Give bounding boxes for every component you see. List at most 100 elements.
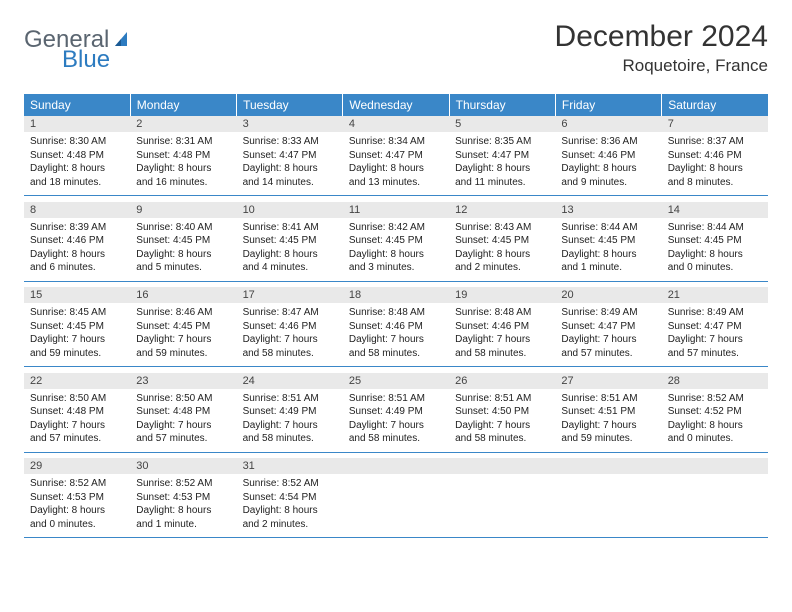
day-number: 9 [130, 202, 236, 218]
daylight-line1: Daylight: 8 hours [30, 162, 124, 176]
day-number: 23 [130, 373, 236, 389]
day-body: Sunrise: 8:43 AMSunset: 4:45 PMDaylight:… [449, 218, 555, 281]
day-number: 2 [130, 116, 236, 132]
sunrise: Sunrise: 8:42 AM [349, 221, 443, 235]
calendar-cell: 11Sunrise: 8:42 AMSunset: 4:45 PMDayligh… [343, 202, 449, 282]
calendar-cell: 14Sunrise: 8:44 AMSunset: 4:45 PMDayligh… [662, 202, 768, 282]
sunset: Sunset: 4:53 PM [30, 491, 124, 505]
day-number: 16 [130, 287, 236, 303]
sunrise: Sunrise: 8:31 AM [136, 135, 230, 149]
daylight-line1: Daylight: 8 hours [136, 504, 230, 518]
calendar-cell: 19Sunrise: 8:48 AMSunset: 4:46 PMDayligh… [449, 287, 555, 367]
day-body: Sunrise: 8:41 AMSunset: 4:45 PMDaylight:… [237, 218, 343, 281]
calendar-cell: 23Sunrise: 8:50 AMSunset: 4:48 PMDayligh… [130, 373, 236, 453]
day-number: 17 [237, 287, 343, 303]
day-number: 3 [237, 116, 343, 132]
day-body: Sunrise: 8:52 AMSunset: 4:53 PMDaylight:… [130, 474, 236, 537]
calendar-cell [555, 458, 661, 538]
day-number: 29 [24, 458, 130, 474]
day-number: 13 [555, 202, 661, 218]
sunrise: Sunrise: 8:52 AM [243, 477, 337, 491]
day-number: 22 [24, 373, 130, 389]
calendar-cell: 2Sunrise: 8:31 AMSunset: 4:48 PMDaylight… [130, 116, 236, 196]
daylight-line2: and 0 minutes. [668, 261, 762, 275]
calendar-cell: 30Sunrise: 8:52 AMSunset: 4:53 PMDayligh… [130, 458, 236, 538]
day-number: 4 [343, 116, 449, 132]
daylight-line2: and 2 minutes. [243, 518, 337, 532]
daylight-line1: Daylight: 8 hours [668, 162, 762, 176]
day-body: Sunrise: 8:39 AMSunset: 4:46 PMDaylight:… [24, 218, 130, 281]
sunrise: Sunrise: 8:34 AM [349, 135, 443, 149]
day-body: Sunrise: 8:34 AMSunset: 4:47 PMDaylight:… [343, 132, 449, 195]
sunset: Sunset: 4:49 PM [243, 405, 337, 419]
daylight-line1: Daylight: 7 hours [349, 333, 443, 347]
calendar-week-row: 1Sunrise: 8:30 AMSunset: 4:48 PMDaylight… [24, 116, 768, 196]
sunset: Sunset: 4:45 PM [30, 320, 124, 334]
calendar-cell: 17Sunrise: 8:47 AMSunset: 4:46 PMDayligh… [237, 287, 343, 367]
daylight-line1: Daylight: 8 hours [349, 248, 443, 262]
sunrise: Sunrise: 8:52 AM [30, 477, 124, 491]
calendar-cell: 18Sunrise: 8:48 AMSunset: 4:46 PMDayligh… [343, 287, 449, 367]
daylight-line1: Daylight: 7 hours [243, 419, 337, 433]
calendar-week-row: 15Sunrise: 8:45 AMSunset: 4:45 PMDayligh… [24, 287, 768, 367]
calendar-cell: 22Sunrise: 8:50 AMSunset: 4:48 PMDayligh… [24, 373, 130, 453]
daylight-line1: Daylight: 8 hours [30, 504, 124, 518]
daylight-line1: Daylight: 7 hours [243, 333, 337, 347]
sunset: Sunset: 4:45 PM [455, 234, 549, 248]
day-number: 6 [555, 116, 661, 132]
sunrise: Sunrise: 8:39 AM [30, 221, 124, 235]
calendar-week-row: 29Sunrise: 8:52 AMSunset: 4:53 PMDayligh… [24, 458, 768, 538]
title-block: December 2024 Roquetoire, France [555, 20, 768, 76]
sunrise: Sunrise: 8:49 AM [561, 306, 655, 320]
day-number: 5 [449, 116, 555, 132]
calendar-cell: 24Sunrise: 8:51 AMSunset: 4:49 PMDayligh… [237, 373, 343, 453]
daylight-line2: and 0 minutes. [668, 432, 762, 446]
calendar-cell [449, 458, 555, 538]
day-number: 26 [449, 373, 555, 389]
day-number: 30 [130, 458, 236, 474]
daylight-line1: Daylight: 8 hours [30, 248, 124, 262]
day-number: 27 [555, 373, 661, 389]
sunset: Sunset: 4:46 PM [455, 320, 549, 334]
sunset: Sunset: 4:52 PM [668, 405, 762, 419]
calendar-table: Sunday Monday Tuesday Wednesday Thursday… [24, 94, 768, 538]
calendar-week-row: 8Sunrise: 8:39 AMSunset: 4:46 PMDaylight… [24, 202, 768, 282]
calendar-body: 1Sunrise: 8:30 AMSunset: 4:48 PMDaylight… [24, 116, 768, 538]
daylight-line2: and 3 minutes. [349, 261, 443, 275]
sunrise: Sunrise: 8:51 AM [243, 392, 337, 406]
daylight-line2: and 59 minutes. [30, 347, 124, 361]
daylight-line1: Daylight: 8 hours [243, 504, 337, 518]
daylight-line2: and 5 minutes. [136, 261, 230, 275]
sunset: Sunset: 4:47 PM [561, 320, 655, 334]
calendar-cell: 7Sunrise: 8:37 AMSunset: 4:46 PMDaylight… [662, 116, 768, 196]
weekday-header: Friday [555, 94, 661, 116]
sunrise: Sunrise: 8:51 AM [455, 392, 549, 406]
sunrise: Sunrise: 8:45 AM [30, 306, 124, 320]
daylight-line1: Daylight: 8 hours [455, 248, 549, 262]
sunrise: Sunrise: 8:50 AM [30, 392, 124, 406]
sunset: Sunset: 4:45 PM [243, 234, 337, 248]
sunset: Sunset: 4:45 PM [136, 320, 230, 334]
daylight-line2: and 8 minutes. [668, 176, 762, 190]
day-body: Sunrise: 8:52 AMSunset: 4:54 PMDaylight:… [237, 474, 343, 537]
sunrise: Sunrise: 8:46 AM [136, 306, 230, 320]
sunset: Sunset: 4:48 PM [30, 405, 124, 419]
sunset: Sunset: 4:48 PM [30, 149, 124, 163]
sunset: Sunset: 4:48 PM [136, 405, 230, 419]
sunrise: Sunrise: 8:40 AM [136, 221, 230, 235]
sunset: Sunset: 4:46 PM [561, 149, 655, 163]
day-number: 28 [662, 373, 768, 389]
sunset: Sunset: 4:50 PM [455, 405, 549, 419]
logo-row2: Blue [24, 40, 110, 74]
daylight-line2: and 58 minutes. [455, 347, 549, 361]
daylight-line1: Daylight: 7 hours [30, 333, 124, 347]
daylight-line1: Daylight: 7 hours [349, 419, 443, 433]
day-number: 7 [662, 116, 768, 132]
sunrise: Sunrise: 8:52 AM [668, 392, 762, 406]
day-body: Sunrise: 8:52 AMSunset: 4:53 PMDaylight:… [24, 474, 130, 537]
sunrise: Sunrise: 8:44 AM [668, 221, 762, 235]
day-body: Sunrise: 8:51 AMSunset: 4:49 PMDaylight:… [343, 389, 449, 452]
day-number: 12 [449, 202, 555, 218]
daylight-line2: and 1 minute. [561, 261, 655, 275]
day-body: Sunrise: 8:31 AMSunset: 4:48 PMDaylight:… [130, 132, 236, 195]
